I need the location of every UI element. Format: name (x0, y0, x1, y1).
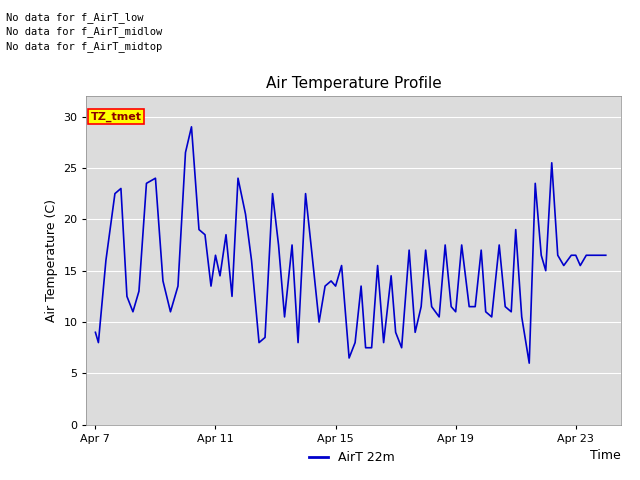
Text: No data for f_AirT_midtop: No data for f_AirT_midtop (6, 41, 163, 52)
Text: No data for f_AirT_low: No data for f_AirT_low (6, 12, 144, 23)
Y-axis label: Air Temperature (C): Air Temperature (C) (45, 199, 58, 322)
Title: Air Temperature Profile: Air Temperature Profile (266, 76, 442, 91)
Legend: AirT 22m: AirT 22m (304, 446, 400, 469)
Text: TZ_tmet: TZ_tmet (91, 111, 141, 122)
Text: No data for f_AirT_midlow: No data for f_AirT_midlow (6, 26, 163, 37)
X-axis label: Time: Time (590, 449, 621, 462)
